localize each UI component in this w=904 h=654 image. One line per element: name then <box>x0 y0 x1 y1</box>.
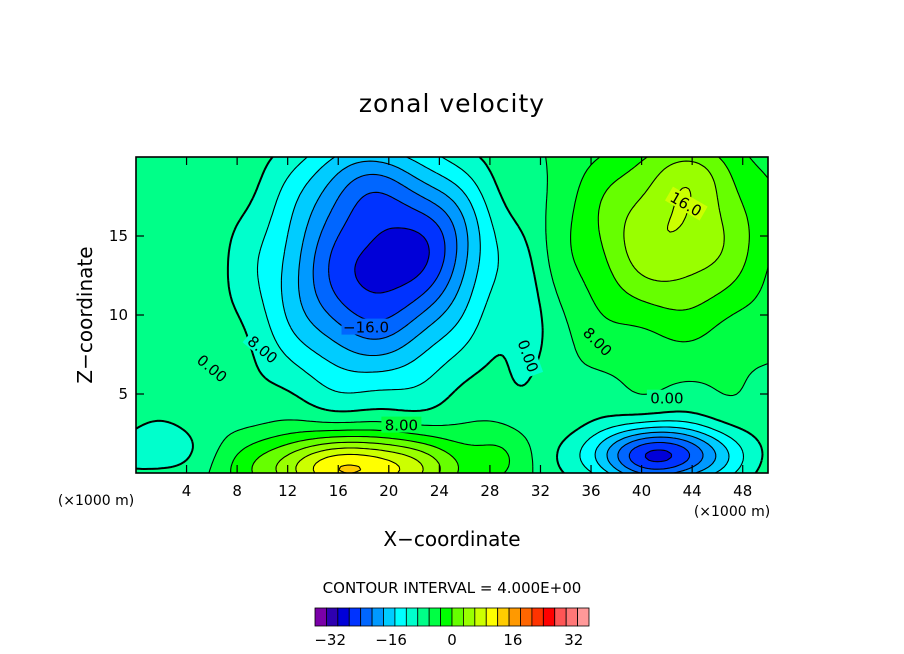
contour-line <box>256 157 745 473</box>
colorbar-tick-label: −32 <box>314 631 346 649</box>
colorbar-swatch <box>337 607 350 627</box>
x-tick-label: 40 <box>632 482 651 500</box>
colorbar-swatch <box>497 607 510 627</box>
colorbar-swatch <box>554 607 567 627</box>
contour-label-bg <box>242 330 284 369</box>
colorbar-swatch <box>565 607 578 627</box>
contour-label-bg <box>646 389 687 406</box>
colorbar <box>314 607 590 627</box>
z-axis-unit: (×1000 m) <box>694 504 770 520</box>
chart-title: zonal velocity <box>359 89 545 118</box>
contour-label: −16.0 <box>341 318 391 337</box>
plot-area: 16.0−16.08.000.00 0.00 8.000.008.00 4 8 12 16… <box>109 156 769 500</box>
colorbar-swatch <box>440 607 453 627</box>
colorbar-swatch <box>405 607 419 627</box>
colorbar-swatch <box>326 607 339 627</box>
x-axis-label: X−coordinate <box>383 527 520 551</box>
contour-line <box>230 157 768 473</box>
colorbar-swatch <box>360 607 373 627</box>
contour-interval: CONTOUR INTERVAL = 4.000E+00 <box>323 579 582 597</box>
colorbar-swatch <box>542 607 556 627</box>
colorbar-swatch <box>508 607 521 627</box>
y-tick-label: 10 <box>109 306 128 324</box>
contour-line <box>280 157 730 473</box>
colorbar-swatch <box>394 607 407 627</box>
x-tick-label: 48 <box>733 482 752 500</box>
contour-label-text: 0.00 <box>650 390 683 408</box>
contour-line <box>354 227 672 463</box>
contour-label-bg <box>514 334 544 378</box>
colorbar-swatch <box>520 607 533 627</box>
y-ticks: 5 10 15 <box>109 227 768 403</box>
colorbar-swatch <box>577 607 590 627</box>
colorbar-swatch <box>463 607 476 627</box>
x-tick-label: 12 <box>278 482 297 500</box>
colorbar-tick-label: −16 <box>375 631 407 649</box>
contour-label-bg <box>381 416 422 433</box>
colorbar-swatch <box>314 607 327 627</box>
colorbar-swatch <box>371 607 384 627</box>
contour-line <box>251 157 750 473</box>
colorbar-swatch <box>417 607 430 627</box>
y-tick-label: 5 <box>118 385 128 403</box>
x-ticks: 4 8 12 16 20 24 28 32 36 40 44 48 <box>182 157 752 500</box>
x-tick-label: 28 <box>480 482 499 500</box>
colorbar-swatch <box>383 607 396 627</box>
x-tick-label: 8 <box>232 482 242 500</box>
x-axis-unit: (×1000 m) <box>58 493 134 509</box>
contour-line <box>312 173 704 473</box>
contour-label-bg <box>191 348 233 387</box>
y-axis-label: Z−coordinate <box>73 246 97 383</box>
colorbar-tick-label: 16 <box>503 631 522 649</box>
x-tick-label: 4 <box>182 482 192 500</box>
colorbar-swatch <box>485 607 499 627</box>
velocity-field <box>136 157 768 473</box>
contour-label-text: −16.0 <box>343 319 389 337</box>
x-tick-label: 20 <box>379 482 398 500</box>
x-tick-label: 32 <box>531 482 550 500</box>
contour-line <box>312 453 401 473</box>
colorbar-ticks: −32 −16 0 16 32 <box>314 631 583 649</box>
colorbar-swatch <box>474 607 487 627</box>
colorbar-swatch <box>348 607 362 627</box>
x-tick-label: 24 <box>430 482 449 500</box>
colorbar-swatch <box>531 607 544 627</box>
x-tick-label: 16 <box>329 482 348 500</box>
colorbar-swatch <box>428 607 441 627</box>
y-tick-label: 15 <box>109 227 128 245</box>
contour-label-bg <box>578 321 618 361</box>
contour-label: 0.00 <box>646 389 687 408</box>
x-tick-label: 44 <box>683 482 702 500</box>
colorbar-tick-label: 0 <box>447 631 457 649</box>
contour-line <box>297 160 717 473</box>
contour-label-bg <box>664 186 708 221</box>
contour-label-bg <box>341 318 391 335</box>
contour-label: 8.00 <box>381 416 422 435</box>
x-tick-label: 36 <box>581 482 600 500</box>
contour-line <box>275 160 725 473</box>
contour-label-text: 8.00 <box>385 417 418 435</box>
colorbar-tick-label: 32 <box>564 631 583 649</box>
colorbar-swatch <box>451 607 464 627</box>
